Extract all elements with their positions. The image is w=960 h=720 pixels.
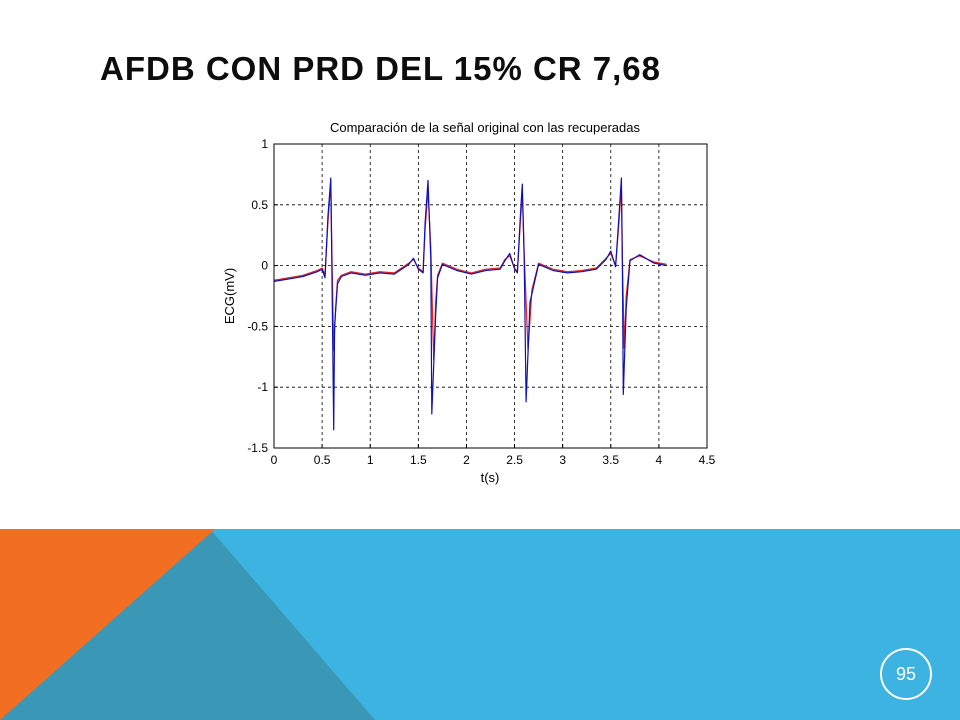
x-axis-label: t(s): [481, 470, 500, 485]
grid-lines: [274, 144, 707, 448]
y-tick-label: 0.5: [251, 198, 268, 212]
ecg-comparison-chart: Comparación de la señal original con las…: [222, 120, 716, 485]
y-axis-ticks: -1.5 -1 -0.5 0 0.5 1: [247, 137, 278, 455]
x-tick-label: 0.5: [314, 453, 331, 467]
x-tick-label: 1.5: [410, 453, 427, 467]
decorative-footer: [0, 529, 960, 720]
page-number-badge: 95: [880, 648, 932, 700]
y-tick-label: 1: [261, 137, 268, 151]
x-tick-label: 0: [271, 453, 278, 467]
x-tick-label: 1: [367, 453, 374, 467]
x-tick-label: 4: [656, 453, 663, 467]
plot-area: [274, 144, 707, 448]
orange-triangle: [0, 529, 215, 720]
y-tick-label: -0.5: [247, 319, 268, 333]
slide-title: AFDB CON PRD DEL 15% CR 7,68: [100, 50, 662, 87]
x-tick-label: 2: [463, 453, 470, 467]
x-tick-label: 2.5: [506, 453, 523, 467]
plot-frame: [273, 143, 708, 449]
x-tick-label: 3.5: [602, 453, 619, 467]
y-tick-label: 0: [261, 259, 268, 273]
y-axis-label: ECG(mV): [222, 268, 237, 324]
series-layer: [273, 177, 667, 431]
x-axis-ticks: 0 0.5 1 1.5 2 2.5 3 3.5 4 4.5: [271, 444, 716, 467]
series-line-2: [273, 177, 667, 431]
x-tick-label: 3: [559, 453, 566, 467]
y-tick-label: -1.5: [247, 441, 268, 455]
x-tick-label: 4.5: [699, 453, 716, 467]
y-tick-label: -1: [257, 380, 268, 394]
chart-title: Comparación de la señal original con las…: [330, 120, 641, 135]
